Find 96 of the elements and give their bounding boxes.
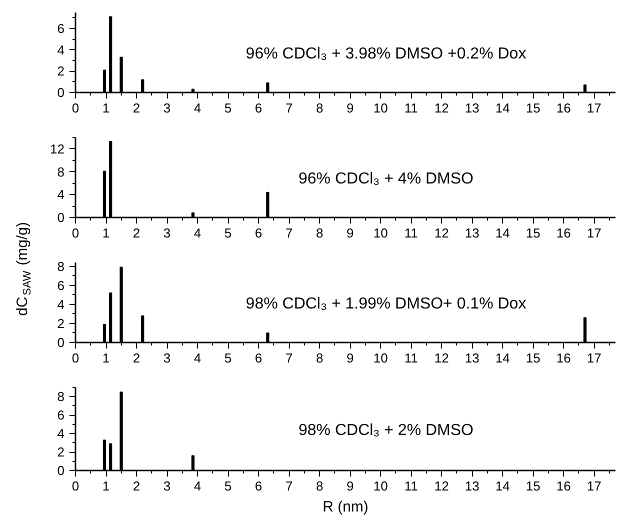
x-tick-label: 15 — [526, 100, 540, 116]
x-tick-label: 1 — [102, 100, 110, 116]
x-tick-label: 14 — [495, 478, 510, 494]
y-tick-label: 6 — [57, 21, 65, 36]
x-tick-label: 3 — [163, 100, 171, 116]
x-tick-label: 4 — [194, 478, 202, 494]
x-tick-label: 6 — [254, 226, 262, 240]
y-tick-label: 4 — [57, 42, 65, 58]
x-tick-label: 6 — [254, 350, 262, 366]
x-tick-label: 7 — [285, 226, 293, 240]
x-tick-label: 6 — [254, 100, 262, 116]
x-tick-label: 9 — [346, 350, 354, 366]
y-tick-label: 4 — [57, 187, 65, 202]
x-tick-label: 11 — [404, 100, 418, 116]
y-tick-label: 8 — [57, 164, 65, 180]
x-tick-label: 16 — [556, 350, 571, 366]
x-tick-label: 8 — [316, 100, 324, 116]
y-tick-label: 2 — [57, 444, 65, 460]
x-tick-label: 16 — [556, 100, 571, 116]
y-tick-label: 0 — [57, 210, 65, 225]
x-tick-label: 4 — [194, 350, 202, 366]
x-tick-label: 0 — [72, 100, 80, 116]
x-tick-label: 17 — [586, 478, 602, 494]
x-tick-label: 2 — [132, 350, 140, 366]
x-tick-label: 12 — [434, 226, 449, 240]
y-tick-label: 12 — [50, 141, 65, 156]
x-tick-label: 13 — [464, 226, 480, 240]
y-axis-title: dCSAW (mg/g) — [14, 222, 34, 316]
x-axis-title: R (nm) — [322, 498, 368, 516]
annotation: 98% CDCl₃ + 1.99% DMSO+ 0.1% Dox — [246, 296, 526, 313]
x-tick-label: 2 — [132, 478, 140, 494]
x-tick-label: 10 — [373, 350, 388, 366]
y-tick-label: 0 — [57, 335, 65, 350]
annotation: 96% CDCl₃ + 3.98% DMSO +0.2% Dox — [246, 46, 526, 63]
y-tick-label: 2 — [57, 64, 65, 79]
x-tick-label: 2 — [132, 226, 140, 240]
x-tick-label: 8 — [316, 478, 324, 494]
annotation: 98% CDCl₃ + 2% DMSO — [298, 422, 474, 440]
x-tick-label: 15 — [526, 226, 540, 240]
x-tick-label: 5 — [224, 100, 232, 116]
y-tick-label: 0 — [57, 463, 65, 478]
x-tick-label: 7 — [285, 100, 293, 116]
x-tick-label: 8 — [316, 350, 324, 366]
x-tick-label: 1 — [102, 226, 110, 240]
x-tick-label: 4 — [194, 226, 202, 240]
x-tick-label: 14 — [495, 350, 510, 366]
y-tick-label: 6 — [57, 278, 65, 293]
x-tick-label: 17 — [586, 226, 602, 240]
x-tick-label: 14 — [495, 226, 510, 240]
y-tick-label: 2 — [57, 316, 65, 331]
x-tick-label: 5 — [224, 478, 232, 494]
x-tick-label: 14 — [495, 100, 510, 116]
x-tick-label: 15 — [526, 350, 540, 366]
x-tick-label: 1 — [102, 350, 110, 366]
x-tick-label: 12 — [434, 478, 449, 494]
y-tick-label: 8 — [57, 389, 65, 404]
annotation: 96% CDCl₃ + 4% DMSO — [298, 170, 474, 188]
x-tick-label: 12 — [434, 100, 449, 116]
x-tick-label: 0 — [72, 226, 80, 240]
x-tick-label: 11 — [404, 478, 418, 494]
x-tick-label: 5 — [224, 226, 232, 240]
x-tick-label: 9 — [346, 100, 354, 116]
x-tick-label: 6 — [254, 478, 262, 494]
x-tick-label: 10 — [373, 226, 388, 240]
y-tick-label: 4 — [57, 426, 65, 442]
y-tick-label: 4 — [57, 296, 65, 312]
x-tick-label: 7 — [285, 478, 293, 494]
x-tick-label: 4 — [194, 100, 202, 116]
x-tick-label: 8 — [316, 226, 324, 240]
x-tick-label: 17 — [586, 350, 602, 366]
x-tick-label: 10 — [373, 100, 388, 116]
x-tick-label: 1 — [102, 478, 110, 494]
x-tick-label: 5 — [224, 350, 232, 366]
x-tick-label: 0 — [72, 478, 80, 494]
x-tick-label: 11 — [404, 350, 418, 366]
x-tick-label: 11 — [404, 226, 418, 240]
x-tick-label: 0 — [72, 350, 80, 366]
y-tick-label: 6 — [57, 408, 65, 423]
x-tick-label: 16 — [556, 226, 571, 240]
x-tick-label: 2 — [132, 100, 140, 116]
x-tick-label: 3 — [163, 226, 171, 240]
x-tick-label: 9 — [346, 478, 354, 494]
x-tick-label: 13 — [464, 350, 480, 366]
x-tick-label: 13 — [464, 478, 480, 494]
x-tick-label: 3 — [163, 350, 171, 366]
y-tick-label: 8 — [57, 258, 65, 274]
x-tick-label: 12 — [434, 350, 449, 366]
x-tick-label: 3 — [163, 478, 171, 494]
x-tick-label: 17 — [586, 100, 602, 116]
x-tick-label: 7 — [285, 350, 293, 366]
x-tick-label: 9 — [346, 226, 354, 240]
y-tick-label: 0 — [57, 85, 65, 100]
x-tick-label: 16 — [556, 478, 571, 494]
x-tick-label: 13 — [464, 100, 480, 116]
x-tick-label: 10 — [373, 478, 388, 494]
x-tick-label: 15 — [526, 478, 540, 494]
